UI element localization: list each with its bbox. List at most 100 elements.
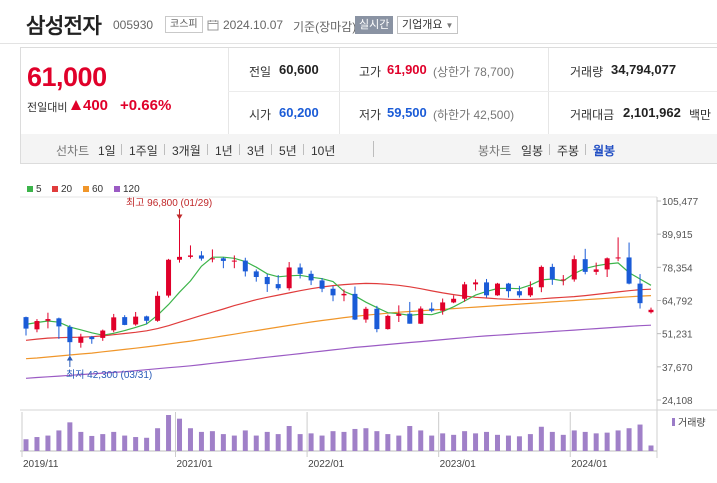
candle-body xyxy=(133,316,139,325)
volume-bar xyxy=(505,435,511,451)
candle-body xyxy=(407,313,413,324)
dropdown-arrow-icon: ▼ xyxy=(445,21,454,30)
divider xyxy=(164,144,165,155)
y-tick-label: 24,108 xyxy=(662,396,693,407)
volume-bar xyxy=(604,432,610,451)
x-tick-label: 2023/01 xyxy=(440,459,477,470)
period-1y[interactable]: 1년 xyxy=(215,144,233,158)
legend-item-ma120[interactable]: 120 xyxy=(114,184,140,195)
volume-bar xyxy=(593,433,599,451)
y-tick-label: 64,792 xyxy=(662,297,693,308)
y-tick-label: 89,915 xyxy=(662,230,693,241)
volume-bar xyxy=(538,426,544,451)
volume-value: 34,794,077 xyxy=(611,62,677,77)
company-overview-button[interactable]: 기업개요 ▼ xyxy=(397,16,459,34)
ma120-line xyxy=(25,324,652,379)
volume-bar xyxy=(418,430,424,451)
volume-bar xyxy=(297,434,303,451)
volume-legend-swatch xyxy=(672,418,675,426)
volume-bar xyxy=(396,435,402,451)
volume-bar xyxy=(308,433,314,451)
candle-chart-heading: 봉차트 xyxy=(478,144,512,158)
period-3m[interactable]: 3개월 xyxy=(172,144,201,158)
divider xyxy=(121,144,122,155)
candle-body xyxy=(571,259,577,280)
realtime-button[interactable]: 실시간 xyxy=(355,16,394,34)
volume-bar xyxy=(374,431,380,451)
volume-bar xyxy=(319,435,325,451)
candle-body xyxy=(363,308,369,320)
period-5y[interactable]: 5년 xyxy=(279,144,297,158)
legend-item-ma5[interactable]: 5 xyxy=(27,184,42,195)
volume-bar xyxy=(111,431,117,451)
legend-swatch xyxy=(52,186,58,192)
candle-weekly[interactable]: 주봉 xyxy=(557,144,580,158)
volume-bar xyxy=(122,435,128,451)
trade-amount-label: 거래대금 xyxy=(570,108,615,122)
legend-item-ma20[interactable]: 20 xyxy=(52,184,72,195)
volume-bar xyxy=(637,424,643,451)
volume-bar xyxy=(341,431,347,451)
current-price: 61,000 xyxy=(27,62,107,92)
volume-bar xyxy=(516,436,522,451)
volume-bar xyxy=(275,434,281,451)
y-tick-label: 37,670 xyxy=(662,363,693,374)
candle-body xyxy=(56,318,62,327)
candle-body xyxy=(341,293,347,296)
candle-daily[interactable]: 일봉 xyxy=(521,144,544,158)
period-3y[interactable]: 3년 xyxy=(247,144,265,158)
candle-body xyxy=(604,258,610,270)
volume-bar xyxy=(209,431,215,451)
volume-bar xyxy=(67,422,73,451)
candle-body xyxy=(505,283,511,292)
x-tick-label: 2022/01 xyxy=(308,459,345,470)
candle-body xyxy=(34,321,40,330)
candle-body xyxy=(429,308,435,311)
candle-monthly[interactable]: 월봉 xyxy=(593,144,616,158)
candle-body xyxy=(264,277,270,285)
volume-bar xyxy=(440,433,446,451)
candle-body xyxy=(484,282,490,296)
candle-body xyxy=(396,313,402,316)
volume-bar xyxy=(100,434,106,451)
volume-bar xyxy=(648,445,654,451)
period-10y[interactable]: 10년 xyxy=(311,144,336,158)
high-value: 61,900 xyxy=(387,62,427,77)
volume-bar xyxy=(494,434,500,451)
candle-body xyxy=(516,291,522,296)
volume-bar xyxy=(56,430,62,451)
volume-bar xyxy=(385,434,391,451)
volume-bar xyxy=(462,431,468,451)
volume-bar xyxy=(407,426,413,451)
legend-swatch xyxy=(114,186,120,192)
divider xyxy=(303,144,304,155)
stock-name: 삼성전자 xyxy=(26,15,102,38)
divider xyxy=(549,144,550,155)
candle-body xyxy=(637,283,643,304)
legend-item-ma60[interactable]: 60 xyxy=(83,184,103,195)
volume-bar xyxy=(484,431,490,451)
candle-body xyxy=(593,269,599,272)
basis-text: 기준(장마감) xyxy=(293,20,357,34)
y-tick-label: 105,477 xyxy=(662,197,699,208)
candle-body xyxy=(23,317,29,329)
volume-bar xyxy=(626,428,632,451)
divider xyxy=(373,141,374,157)
volume-bar xyxy=(231,435,237,451)
candle-body xyxy=(78,336,84,343)
volume-bar xyxy=(187,428,193,451)
low-label: 저가 xyxy=(359,108,382,122)
candle-body xyxy=(648,309,654,313)
period-1w[interactable]: 1주일 xyxy=(129,144,158,158)
divider xyxy=(228,91,717,92)
stock-header: 삼성전자 005930 코스피 2024.10.07 기준(장마감) 실시간 기… xyxy=(0,0,717,44)
candle-body xyxy=(198,255,204,259)
volume-bar xyxy=(527,434,533,451)
change-amount: 400 xyxy=(83,97,109,114)
candle-body xyxy=(209,258,215,260)
legend-swatch xyxy=(27,186,33,192)
period-1d[interactable]: 1일 xyxy=(98,144,116,158)
candle-body xyxy=(473,282,479,285)
candle-body xyxy=(330,288,336,296)
